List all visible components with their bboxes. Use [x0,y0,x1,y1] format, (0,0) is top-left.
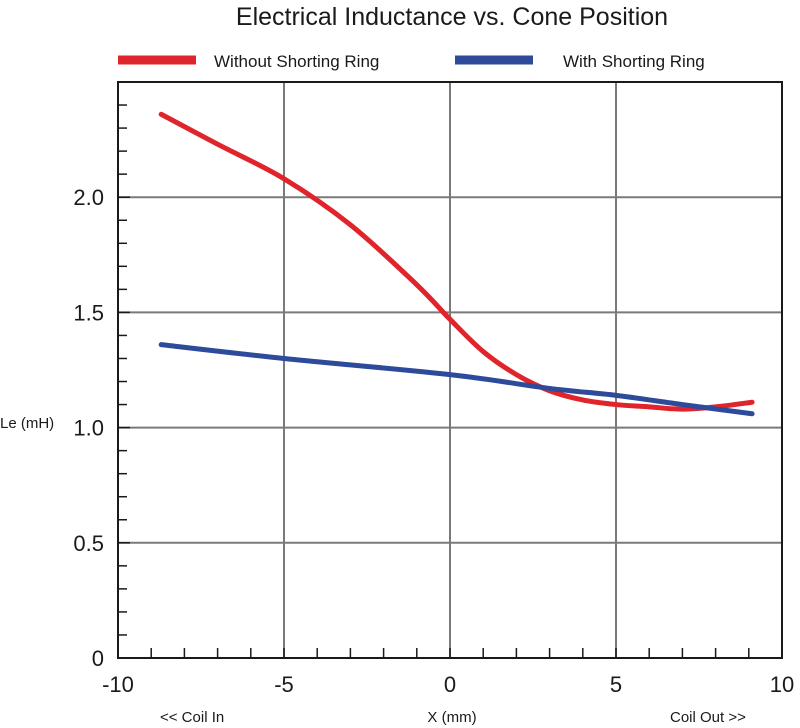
y-tick-label: 2.0 [73,185,104,210]
series-line-with-shorting-ring [158,342,755,417]
series-line-without-shorting-ring [158,111,755,412]
x-tick-label: -10 [102,672,134,697]
y-tick-label: 1.5 [73,300,104,325]
grid [118,82,782,658]
x-annotation-coil-in: << Coil In [160,709,224,726]
chart-title: Electrical Inductance vs. Cone Position [236,3,668,31]
y-tick-label: 0.5 [73,531,104,556]
x-tick-labels: -10 -5 0 5 10 [102,672,794,697]
plot-frame [117,81,783,659]
y-axis-label: Le (mH) [0,415,54,432]
y-tick-labels: 0 0.5 1.0 1.5 2.0 [73,185,104,671]
legend-label-without-shorting-ring: Without Shorting Ring [214,52,379,71]
y-tick-label: 0 [92,646,104,671]
x-annotation-coil-out: Coil Out >> [670,709,746,726]
x-tick-label: 10 [770,672,794,697]
x-tick-label: 0 [444,672,456,697]
minor-ticks [118,81,750,658]
x-tick-label: 5 [610,672,622,697]
x-axis-label: X (mm) [427,709,476,726]
series-lines [158,111,755,417]
legend-label-with-shorting-ring: With Shorting Ring [563,52,705,71]
x-tick-label: -5 [274,672,294,697]
y-tick-label: 1.0 [73,416,104,441]
legend: Without Shorting Ring With Shorting Ring [118,52,705,71]
